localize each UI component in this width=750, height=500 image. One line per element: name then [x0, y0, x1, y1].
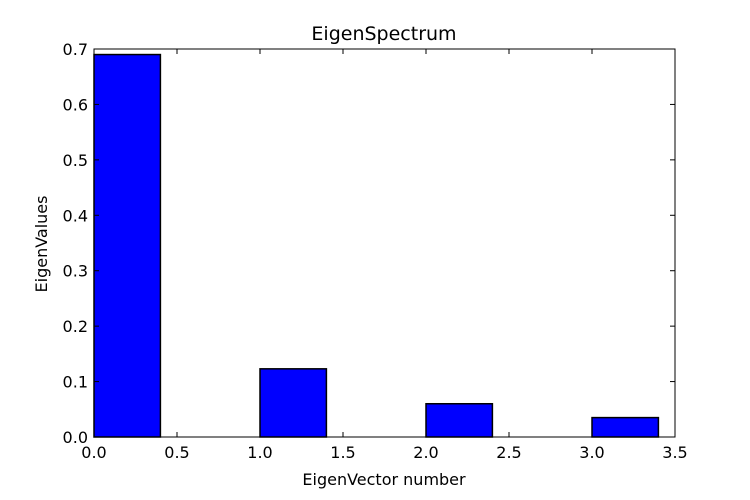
- y-tick-label: 0.2: [63, 317, 88, 336]
- bar-0: [93, 53, 162, 438]
- x-tick-label: 2.0: [413, 443, 438, 462]
- chart-title: EigenSpectrum: [311, 23, 456, 45]
- x-tick-label: 0.0: [81, 443, 106, 462]
- y-tick-label: 0.4: [63, 206, 88, 225]
- plot-frame: [93, 48, 676, 438]
- bar-2: [425, 402, 494, 438]
- bar-3: [591, 416, 660, 438]
- x-axis-label: EigenVector number: [302, 470, 466, 489]
- y-tick-label: 0.6: [63, 95, 88, 114]
- x-tick-label: 1.0: [247, 443, 272, 462]
- x-tick-label: 0.5: [164, 443, 189, 462]
- ticks-layer: 0.0 0.5 1.0 1.5 2.0 2.5 3.0 3.5 0.0 0.1 0.2 0.3 0.4 0…: [63, 40, 688, 462]
- bars-layer: [93, 53, 660, 438]
- x-tick-label: 3.0: [579, 443, 604, 462]
- x-tick-label: 1.5: [330, 443, 355, 462]
- y-tick-label: 0.5: [63, 151, 88, 170]
- y-tick-label: 0.0: [63, 428, 88, 447]
- x-tick-label: 3.5: [662, 443, 687, 462]
- y-axis-label: EigenValues: [32, 196, 51, 293]
- y-tick-label: 0.1: [63, 373, 88, 392]
- bar-1: [259, 368, 328, 438]
- y-tick-label: 0.3: [63, 262, 88, 281]
- x-tick-label: 2.5: [496, 443, 521, 462]
- y-tick-label: 0.7: [63, 40, 88, 59]
